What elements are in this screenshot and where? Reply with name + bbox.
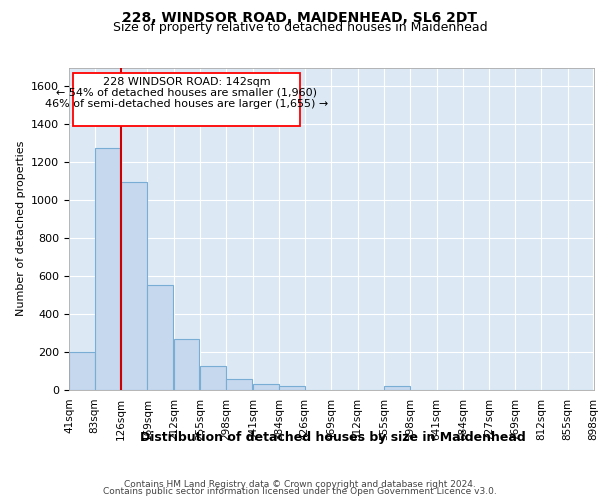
- Bar: [253, 384, 278, 390]
- Y-axis label: Number of detached properties: Number of detached properties: [16, 141, 26, 316]
- Text: Distribution of detached houses by size in Maidenhead: Distribution of detached houses by size …: [140, 431, 526, 444]
- Bar: [95, 148, 121, 390]
- Bar: [226, 378, 252, 390]
- Bar: [148, 284, 173, 390]
- Bar: [174, 339, 199, 390]
- Bar: [200, 366, 226, 390]
- Text: Size of property relative to detached houses in Maidenhead: Size of property relative to detached ho…: [113, 22, 487, 35]
- Bar: [121, 182, 147, 390]
- Bar: [279, 386, 305, 390]
- Text: 228, WINDSOR ROAD, MAIDENHEAD, SL6 2DT: 228, WINDSOR ROAD, MAIDENHEAD, SL6 2DT: [122, 11, 478, 25]
- Bar: [384, 386, 410, 390]
- Text: Contains HM Land Registry data © Crown copyright and database right 2024.: Contains HM Land Registry data © Crown c…: [124, 480, 476, 489]
- Bar: [69, 352, 95, 390]
- Text: 228 WINDSOR ROAD: 142sqm: 228 WINDSOR ROAD: 142sqm: [103, 77, 271, 87]
- Text: 46% of semi-detached houses are larger (1,655) →: 46% of semi-detached houses are larger (…: [45, 99, 328, 109]
- Text: ← 54% of detached houses are smaller (1,960): ← 54% of detached houses are smaller (1,…: [56, 88, 317, 98]
- Text: Contains public sector information licensed under the Open Government Licence v3: Contains public sector information licen…: [103, 488, 497, 496]
